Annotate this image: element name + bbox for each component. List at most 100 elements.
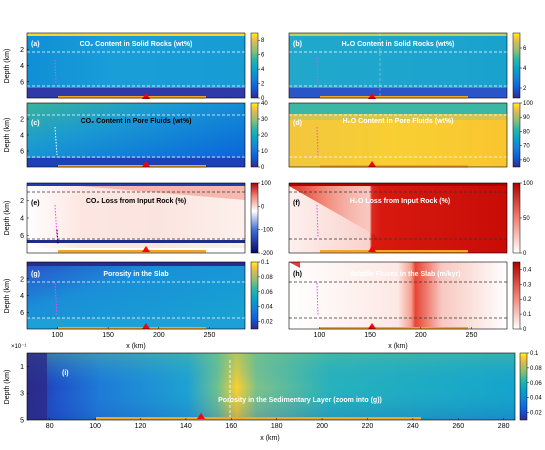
colorbar: 2 4 6 bbox=[512, 32, 527, 99]
colorbar-tick-label: 0.06 bbox=[261, 290, 273, 296]
colorbar-tick-label: 0 bbox=[261, 165, 265, 171]
panel-title: Porosity in the Slab bbox=[103, 271, 168, 278]
panel-h: (h) Volatile Fluxes in the Slab (m/kyr) … bbox=[288, 261, 532, 350]
heatmap-field bbox=[289, 33, 507, 98]
colorbar-gradient bbox=[519, 352, 528, 421]
trajectory-marker bbox=[54, 282, 58, 317]
y-tick-label: 4 bbox=[20, 293, 24, 300]
x-tick-label: 180 bbox=[271, 423, 283, 430]
colorbar-tick-label: 0.3 bbox=[523, 282, 532, 288]
colorbar: 0.02 0.04 0.06 0.08 0.1 bbox=[519, 351, 542, 421]
colorbar-tick-label: 6 bbox=[261, 53, 265, 59]
y-tick-label: 6 bbox=[20, 149, 24, 156]
panel-a: (a) CO₂ Content in Solid Rocks (wt%) 2 4 6… bbox=[20, 32, 265, 102]
x-tick-label: 200 bbox=[415, 332, 427, 339]
y-tick-label: 4 bbox=[20, 133, 24, 140]
heatmap-field bbox=[27, 33, 245, 98]
plot-frame bbox=[288, 182, 508, 254]
colorbar-tick-label: -100 bbox=[261, 228, 274, 234]
colorbar-tick-label: 2 bbox=[523, 86, 527, 92]
colorbar-gradient bbox=[250, 32, 259, 99]
arc-range-bar bbox=[320, 250, 468, 253]
colorbar-tick-label: -200 bbox=[261, 251, 274, 257]
colorbar-tick-label: 0.08 bbox=[530, 366, 542, 372]
colorbar-tick-label: 0.4 bbox=[523, 267, 532, 273]
x-tick-label: 260 bbox=[452, 423, 464, 430]
panel-letter: (a) bbox=[31, 41, 40, 48]
colorbar-tick-label: 30 bbox=[261, 117, 268, 123]
panel-title: Volatile Fluxes in the Slab (m/kyr) bbox=[349, 271, 460, 278]
colorbar-tick-label: 60 bbox=[523, 158, 530, 164]
x-tick-label: 120 bbox=[135, 423, 147, 430]
colorbar-tick-label: 10 bbox=[261, 149, 268, 155]
colorbar-tick-label: 0.02 bbox=[530, 411, 542, 417]
arc-range-bar bbox=[58, 327, 206, 330]
colorbar-gradient bbox=[250, 261, 259, 330]
y-ticks: 2 4 6 bbox=[20, 47, 29, 86]
y-axis-label: Depth (km) bbox=[4, 118, 11, 153]
panel-letter: (e) bbox=[31, 200, 40, 207]
x-tick-label: 150 bbox=[102, 332, 114, 339]
panel-title: CO₂ Loss from Input Rock (%) bbox=[86, 198, 186, 205]
x-tick-label: 280 bbox=[498, 423, 510, 430]
panel-title: H₂O Loss from Input Rock (%) bbox=[350, 198, 450, 205]
y-tick-label: 6 bbox=[20, 79, 24, 86]
arc-range-bar bbox=[320, 96, 468, 99]
colorbar: 0 0.1 0.2 0.3 0.4 bbox=[512, 261, 532, 333]
colorbar-tick-label: 0.02 bbox=[261, 320, 273, 326]
y-ticks: 2 4 6 bbox=[20, 198, 29, 240]
y-axis-label: Depth (km) bbox=[4, 201, 11, 236]
x-tick-label: 140 bbox=[180, 423, 192, 430]
x-tick-label: 100 bbox=[52, 332, 64, 339]
panel-d: (d) H₂O Content in Pore Fluids (wt%) 60 7… bbox=[288, 101, 534, 168]
panel-title: CO₂ Content in Solid Rocks (wt%) bbox=[80, 41, 193, 48]
heatmap-band bbox=[27, 158, 245, 167]
colorbar-gradient bbox=[512, 261, 521, 330]
x-tick-label: 150 bbox=[364, 332, 376, 339]
y-tick-label: 4 bbox=[20, 216, 24, 223]
panel-letter: (c) bbox=[31, 120, 40, 127]
y-axis-label: Depth (km) bbox=[4, 370, 11, 405]
colorbar-tick-label: 2 bbox=[261, 82, 265, 88]
x-ticks: 100 150 200 250 bbox=[52, 327, 215, 339]
x-tick-label: 100 bbox=[314, 332, 326, 339]
colorbar: 0 50 100 bbox=[512, 181, 534, 257]
y-tick-label: 1 bbox=[20, 364, 24, 371]
x-axis-label: x (km) bbox=[126, 343, 145, 350]
panel-e: (e) CO₂ Loss from Input Rock (%) 2 4 6 100… bbox=[20, 181, 274, 257]
colorbar-tick-label: 8 bbox=[261, 38, 265, 44]
y-tick-label: 2 bbox=[20, 47, 24, 54]
heatmap-shading bbox=[27, 353, 515, 420]
heatmap-band bbox=[27, 33, 245, 36]
y-tick-label: 6 bbox=[20, 310, 24, 317]
colorbar-tick-label: 4 bbox=[261, 67, 265, 73]
colorbar-tick-label: 20 bbox=[261, 133, 268, 139]
heatmap-band bbox=[27, 88, 245, 98]
arc-triangle-marker bbox=[197, 413, 205, 419]
x-tick-label: 240 bbox=[407, 423, 419, 430]
x-tick-label: 200 bbox=[153, 332, 165, 339]
y-tick-label: 2 bbox=[20, 276, 24, 283]
colorbar-tick-label: 0 bbox=[523, 251, 527, 257]
arc-range-bar bbox=[320, 327, 468, 330]
panel-letter: (g) bbox=[31, 271, 40, 278]
arc-range-bar bbox=[320, 165, 468, 168]
y-axis-label: Depth (km) bbox=[4, 279, 11, 314]
panel-letter: (d) bbox=[293, 120, 302, 127]
x-tick-label: 100 bbox=[89, 423, 101, 430]
colorbar: 0.02 0.04 0.06 0.08 0.1 bbox=[250, 260, 273, 330]
arc-triangle-marker bbox=[142, 93, 150, 99]
heatmap-band bbox=[27, 240, 245, 243]
panel-letter: (b) bbox=[293, 41, 302, 48]
colorbar: 0 10 20 30 40 bbox=[250, 101, 268, 171]
arc-range-bar bbox=[58, 250, 206, 253]
trajectory-marker bbox=[316, 204, 319, 238]
panel-title: H₂O Content in Pore Fluids (wt%) bbox=[343, 118, 454, 125]
colorbar-tick-label: 6 bbox=[523, 46, 527, 52]
colorbar-tick-label: 0.1 bbox=[261, 260, 270, 266]
colorbar-gradient bbox=[250, 102, 259, 168]
x-tick-label: 160 bbox=[225, 423, 237, 430]
colorbar-tick-label: 70 bbox=[523, 144, 530, 150]
y-tick-label: 4 bbox=[20, 63, 24, 70]
heatmap-wedge bbox=[27, 183, 245, 200]
